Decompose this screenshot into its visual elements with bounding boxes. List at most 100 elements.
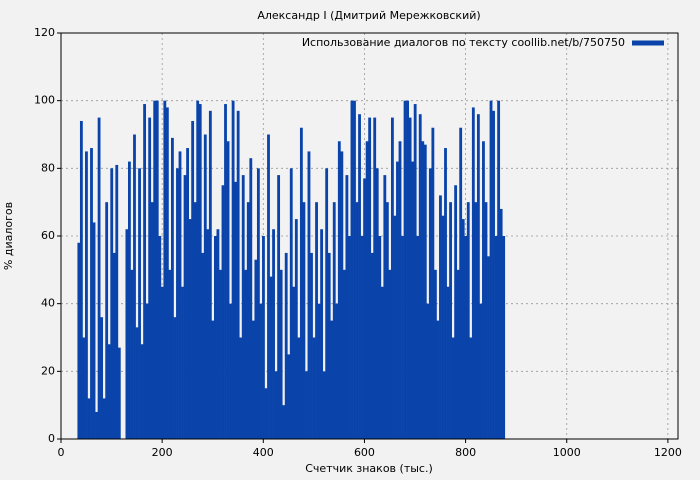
bar: [426, 303, 430, 439]
bar: [449, 202, 452, 439]
bar: [279, 269, 283, 439]
bar: [216, 229, 220, 439]
bar: [408, 117, 412, 439]
bar: [330, 320, 334, 439]
bar: [348, 236, 351, 439]
bar: [188, 219, 192, 439]
bar: [464, 236, 468, 439]
bar: [456, 269, 460, 439]
bar: [183, 175, 187, 439]
bar: [403, 100, 407, 440]
bar: [110, 168, 114, 440]
y-tick-label: 80: [41, 161, 55, 174]
bar: [236, 110, 240, 440]
bar: [170, 137, 174, 439]
bar: [492, 110, 495, 440]
bar: [441, 215, 445, 439]
bar: [173, 317, 177, 439]
bar: [317, 303, 321, 439]
bar: [292, 286, 296, 439]
bar: [92, 222, 96, 439]
bar: [259, 303, 263, 439]
bar: [502, 236, 506, 439]
bar: [489, 100, 493, 440]
bar: [380, 286, 384, 439]
y-tick-label: 20: [41, 364, 55, 377]
x-axis-label: Счетчик знаков (тыс.): [305, 462, 433, 475]
bar: [337, 141, 341, 439]
bar: [117, 347, 121, 439]
bar: [469, 337, 473, 439]
x-tick-label: 600: [354, 446, 375, 459]
bar: [471, 107, 475, 439]
bar: [256, 168, 260, 440]
x-tick-label: 1000: [553, 446, 581, 459]
bar: [269, 276, 273, 439]
bar: [168, 269, 172, 439]
bar: [102, 398, 106, 439]
bar: [325, 168, 329, 440]
bar: [342, 269, 346, 439]
bar: [186, 148, 189, 440]
bar: [128, 161, 131, 440]
bar: [133, 134, 136, 439]
bar: [307, 151, 311, 439]
bar: [226, 141, 230, 439]
bar: [138, 168, 141, 440]
bar: [436, 320, 440, 439]
y-tick-label: 40: [41, 297, 55, 310]
bar: [476, 114, 480, 439]
bar: [345, 175, 349, 439]
x-tick-label: 200: [152, 446, 173, 459]
bar: [221, 185, 225, 439]
bar: [165, 107, 169, 439]
bar: [340, 151, 344, 439]
bar: [198, 104, 202, 440]
bar: [310, 252, 313, 439]
y-axis-label: % диалогов: [2, 202, 15, 270]
y-tick-label: 60: [41, 229, 55, 242]
bar: [431, 127, 435, 439]
bar: [375, 168, 379, 440]
x-tick-label: 0: [58, 446, 65, 459]
bar: [289, 168, 293, 440]
bar: [360, 236, 364, 439]
bar: [461, 219, 465, 439]
y-tick-label: 120: [34, 26, 55, 39]
bar: [423, 144, 427, 439]
bar: [143, 104, 147, 440]
bar: [140, 344, 144, 439]
bar: [203, 134, 207, 439]
bar: [451, 337, 455, 439]
y-tick-label: 0: [48, 432, 55, 445]
bar: [373, 117, 377, 439]
bar: [239, 337, 243, 439]
bar: [153, 100, 157, 440]
bar: [459, 127, 463, 439]
x-tick-label: 800: [455, 446, 476, 459]
bar: [150, 202, 154, 439]
bar: [85, 151, 88, 439]
bar: [211, 320, 215, 439]
bar: [385, 202, 389, 439]
bar: [444, 148, 447, 440]
bar: [231, 100, 235, 440]
bar: [474, 202, 478, 439]
bar: [350, 100, 354, 440]
bar: [196, 100, 200, 440]
bar: [234, 181, 238, 439]
bar: [249, 158, 253, 439]
bar: [112, 252, 116, 439]
bar: [241, 175, 245, 439]
bar: [320, 229, 324, 439]
bar: [406, 100, 409, 440]
bar: [305, 371, 308, 439]
bar: [479, 303, 483, 439]
bar: [315, 202, 318, 439]
bar: [388, 269, 392, 439]
bar: [224, 104, 227, 440]
bar: [107, 344, 111, 439]
bar: [499, 208, 503, 439]
bar: [390, 117, 394, 439]
